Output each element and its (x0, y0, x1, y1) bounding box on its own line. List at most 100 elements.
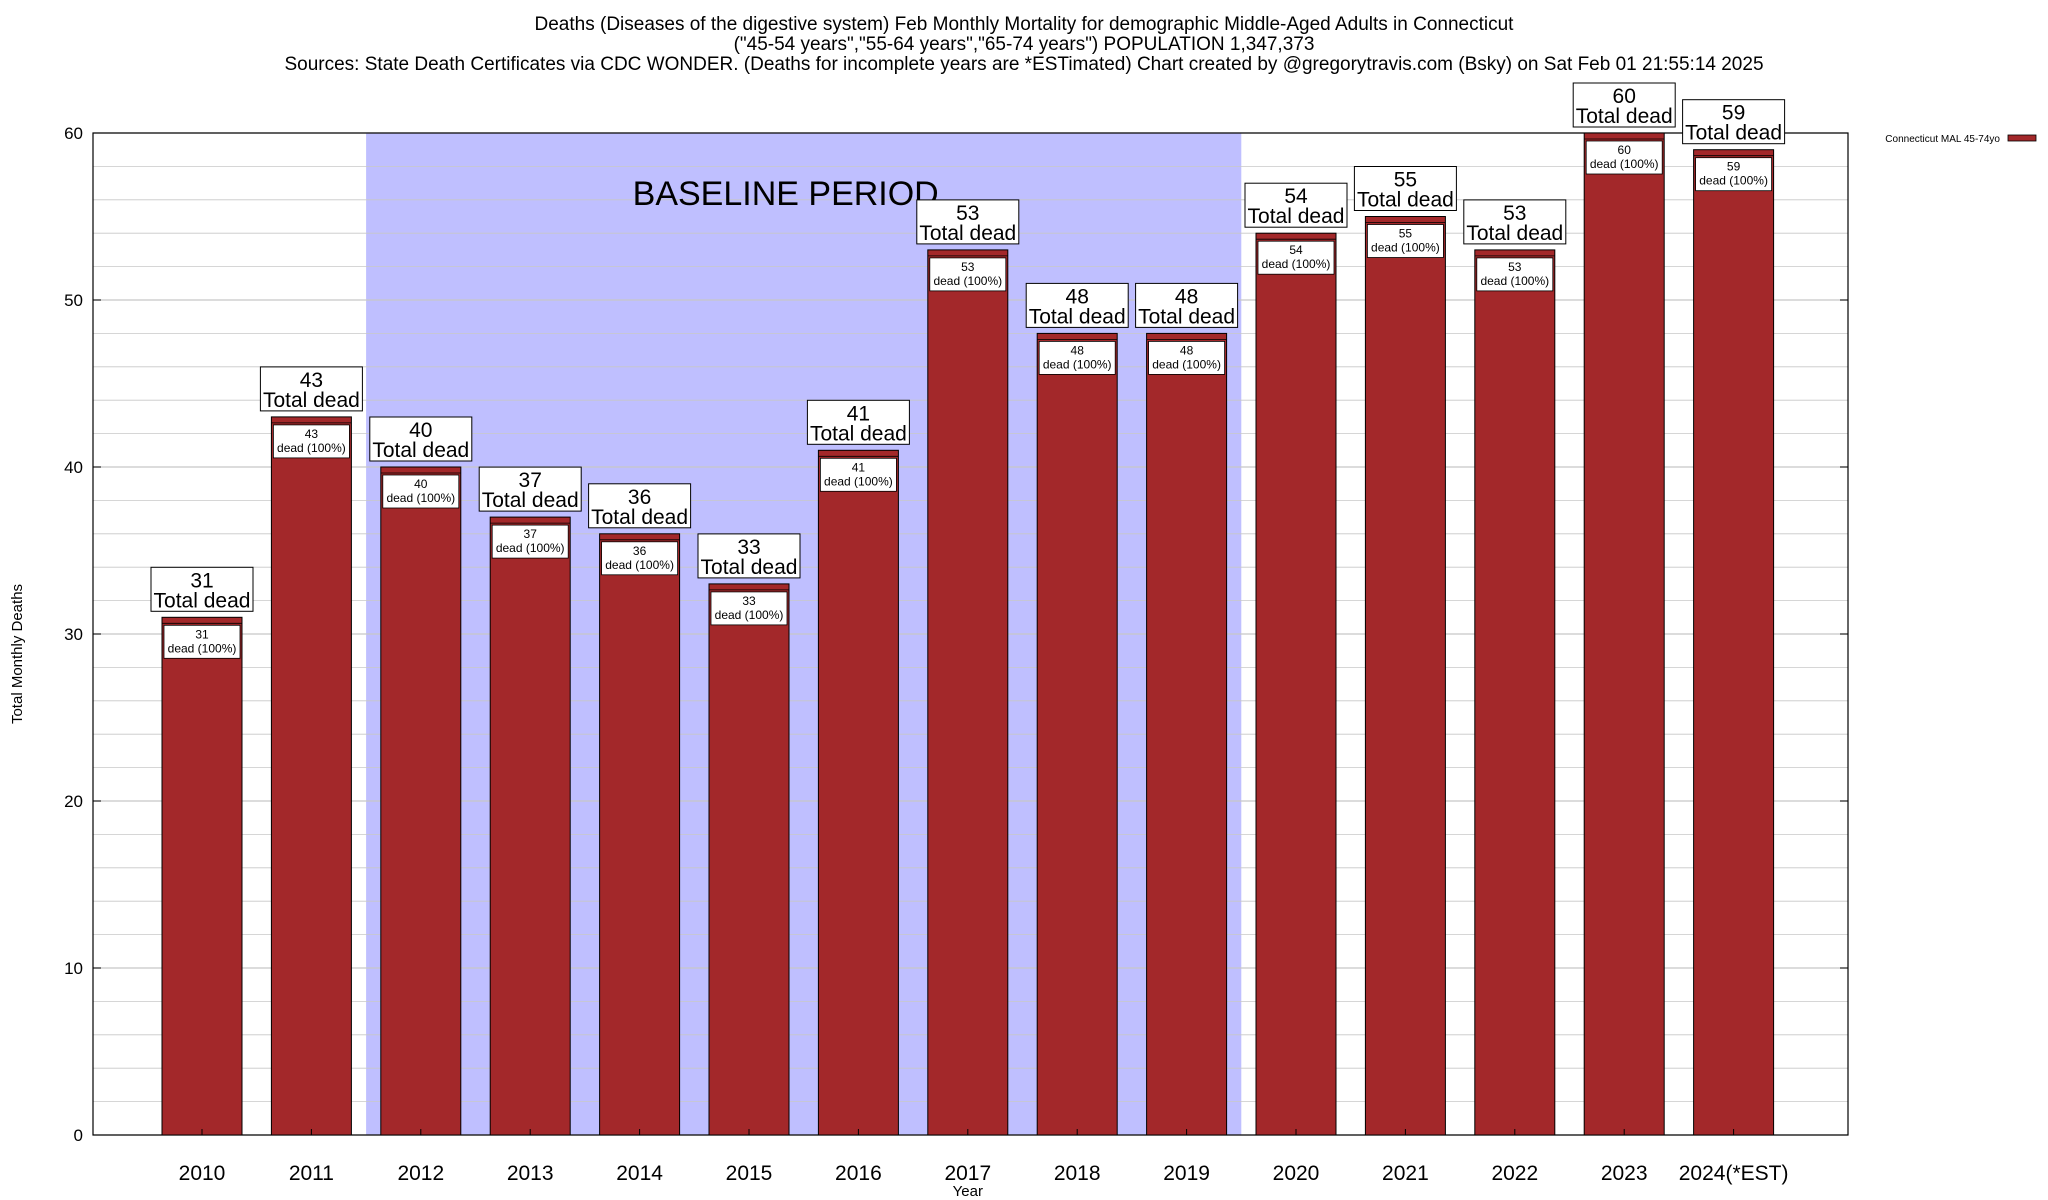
bar-total-box (369, 416, 473, 462)
bar-inner-text: dead (100%) (386, 491, 455, 505)
bar-total-value: 59 (1722, 102, 1745, 125)
y-axis-title: Total Monthly Deaths (9, 584, 26, 724)
bar (599, 533, 681, 1136)
bar (1255, 232, 1337, 1136)
bar-total-text: Total dead (372, 439, 469, 462)
bar-total-box (478, 466, 582, 512)
bar-inner-text: dead (100%) (1590, 157, 1659, 171)
y-tick-label: 20 (64, 792, 83, 811)
bar-inner-label-box (929, 257, 1007, 292)
bar-inner-value: 59 (1727, 160, 1741, 174)
bar-total-text: Total dead (154, 589, 251, 612)
bar-total-box (1463, 199, 1567, 245)
bar-total-value: 54 (1284, 185, 1308, 208)
bar-total-box (697, 533, 801, 579)
legend-swatch (2007, 134, 2037, 142)
y-tick-label: 50 (64, 291, 83, 310)
bar (1364, 216, 1446, 1136)
bar-total-value: 41 (847, 402, 870, 425)
bar-inner-value: 37 (524, 527, 538, 541)
y-tick-label: 40 (64, 458, 83, 477)
bar-total-box (150, 566, 254, 612)
bar-inner-value: 36 (633, 544, 647, 558)
bar-inner-label-box (163, 624, 241, 659)
bar-inner-text: dead (100%) (1152, 357, 1221, 371)
bar-total-value: 33 (737, 536, 760, 559)
bar-total-box (588, 483, 692, 529)
x-tick-label: 2013 (507, 1162, 554, 1185)
bar-total-text: Total dead (810, 422, 907, 445)
bar-total-box (259, 366, 363, 412)
bar (817, 449, 899, 1136)
bar-inner-text: dead (100%) (715, 608, 784, 622)
bar-total-box (1135, 282, 1239, 328)
chart-source-line: Sources: State Death Certificates via CD… (284, 54, 1764, 75)
bar-total-box (1572, 82, 1676, 128)
bar-inner-value: 33 (742, 594, 756, 608)
bar-inner-text: dead (100%) (1371, 241, 1440, 255)
bar-total-text: Total dead (701, 556, 798, 579)
bar-total-value: 60 (1613, 85, 1636, 108)
bar-total-text: Total dead (1576, 105, 1673, 128)
x-tick-label: 2016 (835, 1162, 882, 1185)
bar-total-text: Total dead (1357, 189, 1454, 212)
x-tick-label: 2015 (726, 1162, 773, 1185)
bar-total-value: 48 (1066, 285, 1089, 308)
bar-inner-label-box (382, 474, 460, 509)
bar-inner-text: dead (100%) (1699, 174, 1768, 188)
bar-inner-value: 53 (1508, 260, 1522, 274)
bar-inner-label-box (272, 424, 350, 459)
bar (270, 416, 352, 1136)
x-tick-label: 2022 (1491, 1162, 1538, 1185)
bar-total-text: Total dead (919, 222, 1016, 245)
bar (161, 616, 243, 1136)
y-tick-label: 60 (64, 124, 83, 143)
bar (1583, 132, 1665, 1136)
bar-inner-value: 48 (1071, 343, 1085, 357)
bar-total-value: 53 (1503, 202, 1526, 225)
x-tick-label: 2017 (944, 1162, 991, 1185)
bar-total-box (1353, 166, 1457, 211)
bar (380, 466, 462, 1136)
bar-total-text: Total dead (1685, 122, 1782, 145)
bar-inner-value: 55 (1399, 227, 1413, 241)
bar-inner-label-box (491, 524, 569, 559)
bar-total-box (916, 199, 1020, 245)
bar-total-value: 31 (190, 569, 213, 592)
x-tick-label: 2014 (616, 1162, 663, 1185)
bar-total-box (806, 399, 910, 445)
bar-total-text: Total dead (1248, 205, 1345, 228)
bar-inner-text: dead (100%) (933, 274, 1002, 288)
bar-inner-text: dead (100%) (277, 441, 346, 455)
bar-total-value: 55 (1394, 169, 1417, 192)
x-axis-title: Year (953, 1183, 983, 1200)
bar-inner-text: dead (100%) (1262, 257, 1331, 271)
bar-inner-text: dead (100%) (605, 558, 674, 572)
bar (1693, 149, 1775, 1136)
chart-subtitle: ("45-54 years","55-64 years","65-74 year… (733, 34, 1315, 55)
bar-inner-text: dead (100%) (824, 474, 893, 488)
bar-inner-label-box (1476, 257, 1554, 292)
x-tick-label: 2011 (289, 1162, 334, 1185)
bar-total-box (1682, 99, 1786, 145)
bar-total-value: 36 (628, 486, 651, 509)
y-tick-label: 10 (64, 959, 83, 978)
bar-inner-value: 31 (195, 627, 209, 641)
bar-inner-label-box (601, 541, 678, 576)
x-tick-label: 2023 (1601, 1162, 1648, 1185)
bar-total-text: Total dead (1466, 222, 1563, 245)
x-tick-label: 2024(*EST) (1679, 1162, 1789, 1185)
bar-inner-value: 53 (961, 260, 975, 274)
bar-inner-label-box (1695, 157, 1772, 192)
y-tick-label: 30 (64, 625, 83, 644)
bar-inner-value: 41 (852, 460, 866, 474)
bar-total-box (1025, 282, 1129, 328)
x-tick-label: 2020 (1273, 1162, 1320, 1185)
bar-inner-label-box (1585, 140, 1663, 175)
x-tick-label: 2018 (1054, 1162, 1101, 1185)
bar-inner-label-box (1038, 340, 1116, 375)
bar-inner-text: dead (100%) (1043, 357, 1112, 371)
chart-title: Deaths (Diseases of the digestive system… (534, 14, 1514, 35)
bar-inner-text: dead (100%) (168, 641, 237, 655)
